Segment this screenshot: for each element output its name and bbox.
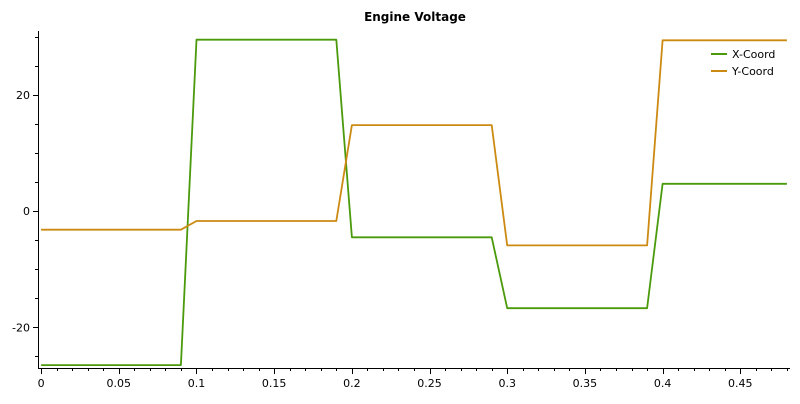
x-axis: 0 0.05 0.1 0.15 0.2 0.25 0.3 0.35 0.4 0.45 <box>38 368 788 390</box>
x-tick-label: 0.25 <box>417 377 442 390</box>
y-axis: -20 0 20 <box>12 37 38 357</box>
x-tick-label: 0.2 <box>343 377 361 390</box>
x-tick-label: 0.15 <box>262 377 287 390</box>
chart-title: Engine Voltage <box>364 10 466 24</box>
y-tick-label: 0 <box>23 205 30 218</box>
legend-label: X-Coord <box>732 48 775 61</box>
x-tick-label: 0.3 <box>498 377 516 390</box>
x-tick-label: 0.35 <box>573 377 598 390</box>
series-line-y-coord <box>41 39 787 247</box>
x-tick-label: 0.45 <box>728 377 753 390</box>
y-tick-label: 20 <box>16 89 30 102</box>
x-tick-label: 0.05 <box>107 377 132 390</box>
x-tick-label: 0 <box>38 377 45 390</box>
legend-label: Y-Coord <box>731 65 774 78</box>
plot-area <box>41 38 787 367</box>
series-line-x-coord <box>41 38 787 367</box>
x-tick-label: 0.1 <box>188 377 206 390</box>
x-tick-label: 0.4 <box>654 377 672 390</box>
y-tick-label: -20 <box>12 321 30 334</box>
legend: X-Coord Y-Coord <box>711 48 775 78</box>
